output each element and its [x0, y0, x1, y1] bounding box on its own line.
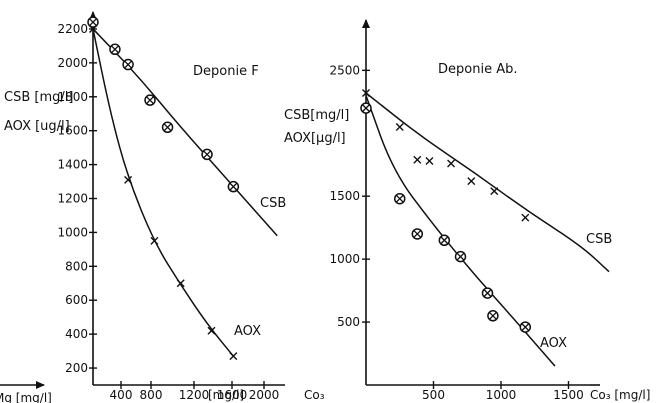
data-point-csb	[227, 180, 240, 193]
data-point-aox	[124, 175, 133, 184]
y-tick-label: 600	[65, 293, 88, 307]
y-tick-label: 2000	[57, 56, 88, 70]
left-xlabel-right: Co₃	[304, 388, 325, 402]
data-point-aox	[229, 352, 238, 361]
data-point-csb	[447, 159, 456, 168]
left-x-unit-label: [mg/l]	[208, 388, 244, 402]
left-ylabel-line-2: AOX [ug/l]	[4, 119, 70, 134]
fit-curve-csb	[365, 92, 610, 273]
x-tick-label: 1000	[486, 388, 517, 402]
y-tick-label: 1800	[57, 90, 88, 104]
y-tick-label: 500	[337, 315, 360, 329]
data-point-csb	[395, 122, 404, 131]
y-tick-label: 1000	[57, 225, 88, 239]
y-tick-label: 1400	[57, 158, 88, 172]
data-point-aox	[438, 234, 451, 247]
data-point-aox	[207, 326, 216, 335]
right-xlabel-right: Co₃ [mg/l]	[590, 388, 650, 402]
data-point-aox	[176, 279, 185, 288]
y-tick-label: 1600	[57, 124, 88, 138]
data-point-csb	[490, 187, 499, 196]
data-point-aox	[454, 250, 467, 263]
right-chart-panel: Deponie Ab. CSB[mg/l] AOX[µg/l] Co₃ [mg/…	[284, 19, 650, 402]
right-chart-title: Deponie Ab.	[438, 62, 517, 77]
left-ylabel-line-1: CSB [mg/l]	[4, 90, 73, 105]
x-tick-label: 400	[110, 388, 133, 402]
y-tick-label: 200	[65, 361, 88, 375]
y-tick-label: 2500	[329, 63, 360, 77]
y-tick-label: 1500	[329, 189, 360, 203]
y-tick-label: 800	[65, 259, 88, 273]
x-tick-label: 1200	[179, 388, 210, 402]
data-point-aox	[150, 236, 159, 245]
data-point-csb	[201, 148, 213, 161]
data-point-csb	[161, 121, 174, 134]
data-point-aox	[411, 228, 424, 240]
data-point-csb	[425, 156, 434, 165]
left-chart-title: Deponie F	[193, 64, 259, 79]
data-point-aox	[89, 24, 97, 33]
data-point-csb	[413, 155, 422, 164]
x-tick-label: 1500	[553, 388, 584, 402]
data-point-csb	[362, 89, 370, 97]
data-point-aox	[394, 192, 406, 205]
data-point-aox	[481, 287, 494, 299]
left-chart-panel: Deponie F CSB [mg/l] AOX [ug/l] Mg [mg/l…	[0, 11, 325, 403]
data-point-csb	[87, 16, 99, 28]
x-tick-label: 1600	[217, 388, 248, 402]
left-xlabel-left: Mg [mg/l]	[0, 391, 52, 403]
fit-curve-aox	[92, 28, 234, 357]
right-ylabel-line-2: AOX[µg/l]	[284, 131, 346, 146]
right-series-label-aox: AOX	[540, 336, 567, 351]
data-point-csb	[109, 43, 121, 56]
data-point-aox	[360, 102, 372, 114]
y-tick-label: 400	[65, 327, 88, 341]
fit-curve-csb	[92, 28, 278, 237]
right-series-label-csb: CSB	[586, 232, 612, 247]
right-ylabel-line-1: CSB[mg/l]	[284, 108, 349, 123]
y-tick-label: 1000	[329, 252, 360, 266]
data-point-csb	[521, 213, 530, 222]
fit-curve-aox	[365, 95, 556, 367]
left-series-label-csb: CSB	[260, 196, 286, 211]
x-tick-label: 2000	[249, 388, 280, 402]
data-point-csb	[467, 177, 476, 186]
y-tick-label: 2200	[57, 22, 88, 36]
data-point-csb	[144, 94, 156, 106]
x-tick-label: 500	[422, 388, 445, 402]
y-tick-label: 1200	[57, 192, 88, 206]
data-point-aox	[487, 310, 499, 322]
data-point-csb	[122, 58, 134, 71]
data-point-aox	[519, 321, 532, 333]
x-tick-label: 800	[140, 388, 163, 402]
left-series-label-aox: AOX	[234, 324, 261, 339]
